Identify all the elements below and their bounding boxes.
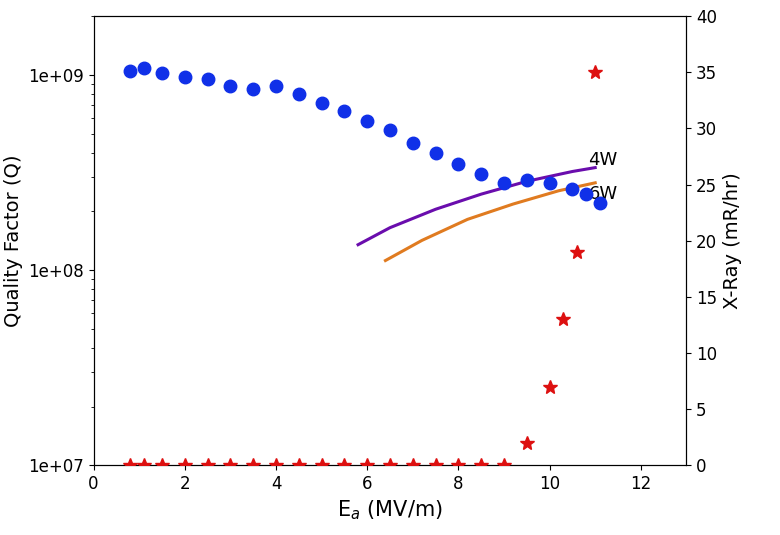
Y-axis label: Quality Factor (Q): Quality Factor (Q) [4, 155, 23, 327]
Text: 4W: 4W [588, 151, 618, 169]
Text: 6W: 6W [588, 185, 618, 203]
Y-axis label: X-Ray (mR/hr): X-Ray (mR/hr) [723, 172, 742, 309]
X-axis label: E$_a$ (MV/m): E$_a$ (MV/m) [337, 499, 443, 522]
